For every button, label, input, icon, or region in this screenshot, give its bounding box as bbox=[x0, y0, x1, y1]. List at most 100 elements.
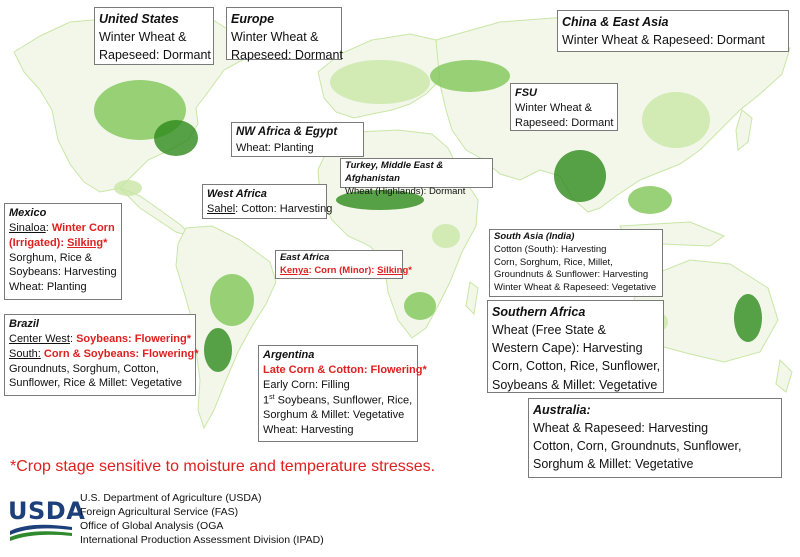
subregion-name: Kenya bbox=[280, 264, 309, 276]
crop-area-argentina bbox=[204, 328, 232, 372]
region-title: Brazil bbox=[9, 318, 39, 330]
region-title: Southern Africa bbox=[492, 305, 586, 319]
sensitive-stage-text: Winter Corn bbox=[51, 221, 115, 234]
sensitive-stage-text: Silking bbox=[67, 236, 104, 249]
region-line: Winter Wheat & Rapeseed: Dormant bbox=[562, 33, 765, 48]
agency-line: Office of Global Analysis (OGA bbox=[80, 519, 224, 532]
region-line: Rapeseed: Dormant bbox=[99, 48, 211, 63]
usda-logo-field-icon bbox=[10, 524, 72, 541]
agency-credits: U.S. Department of Agriculture (USDA) Fo… bbox=[80, 492, 324, 547]
region-line: Wheat: Harvesting bbox=[263, 423, 354, 436]
region-line: Corn, Sorghum, Rice, Millet, bbox=[494, 256, 613, 268]
sensitive-stage-text: Late Corn & Cotton: Flowering* bbox=[263, 363, 427, 376]
crop-area-india bbox=[554, 150, 606, 202]
region-title: United States bbox=[99, 12, 179, 26]
usda-logo-text: USDA bbox=[8, 497, 86, 525]
sensitive-stage-text: : Corn (Minor): bbox=[308, 264, 378, 276]
region-line-text: : bbox=[45, 221, 52, 234]
region-line: Groundnuts, Sorghum, Cotton, bbox=[9, 362, 159, 375]
region-box-mexico: Mexico Sinaloa: Winter Corn (Irrigated):… bbox=[4, 203, 122, 300]
region-line: Corn, Cotton, Rice, Sunflower, bbox=[492, 359, 661, 374]
japan-land bbox=[735, 109, 753, 151]
region-box-south-asia: South Asia (India) Cotton (South): Harve… bbox=[489, 229, 663, 297]
region-title: China & East Asia bbox=[562, 15, 669, 29]
region-title: FSU bbox=[515, 87, 537, 99]
region-line: Early Corn: Filling bbox=[263, 378, 350, 391]
region-box-australia: Australia: Wheat & Rapeseed: Harvesting … bbox=[528, 398, 782, 478]
subregion-name: Center West bbox=[9, 332, 70, 345]
region-line: Rapeseed: Dormant bbox=[231, 48, 343, 63]
region-line: Late Corn & Cotton: Flowering* bbox=[263, 363, 427, 378]
region-line: Wheat (Free State & bbox=[492, 323, 606, 338]
region-line: Sorghum & Millet: Vegetative bbox=[263, 409, 405, 422]
region-title: Europe bbox=[231, 12, 275, 26]
region-line: Cotton (South): Harvesting bbox=[494, 243, 607, 255]
sensitive-stage-text: (Irrigated): bbox=[9, 236, 68, 249]
region-line: Sinaloa: Winter Corn bbox=[9, 221, 117, 236]
region-line: Groundnuts & Sunflower: Harvesting bbox=[494, 269, 649, 281]
region-title: Mexico bbox=[9, 207, 47, 219]
subregion-name: Sahel bbox=[207, 202, 236, 215]
region-line: Sahel: Cotton: Harvesting bbox=[207, 202, 332, 217]
region-line: Wheat: Planting bbox=[236, 141, 314, 154]
sensitive-stage-text: * bbox=[408, 264, 412, 276]
region-line: Center West: Soybeans: Flowering* bbox=[9, 332, 191, 347]
region-line: 1st Soybeans, Sunflower, Rice, bbox=[263, 393, 413, 409]
region-title: South Asia (India) bbox=[494, 231, 575, 242]
region-line: Wheat & Rapeseed: Harvesting bbox=[533, 421, 709, 436]
region-line: Winter Wheat & bbox=[231, 30, 319, 45]
crop-area-china bbox=[642, 92, 710, 148]
region-line: (Irrigated): Silking* bbox=[9, 236, 117, 251]
region-line: Sunflower, Rice & Millet: Vegetative bbox=[9, 377, 183, 390]
crop-area-australia-east bbox=[734, 294, 762, 342]
sensitive-stage-text: Soybeans: Flowering* bbox=[76, 332, 191, 345]
region-line-text: : Cotton: Harvesting bbox=[235, 202, 333, 215]
region-line: Winter Wheat & Rapeseed: Vegetative bbox=[494, 282, 657, 294]
region-line: Western Cape): Harvesting bbox=[492, 341, 643, 356]
region-title: East Africa bbox=[280, 252, 330, 263]
agency-line: Foreign Agricultural Service (FAS) bbox=[80, 505, 239, 518]
ordinal-suffix: st bbox=[269, 393, 275, 401]
agency-line: International Production Assessment Divi… bbox=[80, 533, 324, 546]
crop-areas bbox=[94, 60, 762, 372]
region-line: Soybeans: Harvesting bbox=[9, 266, 117, 279]
crop-area-fsu bbox=[430, 60, 510, 92]
crop-area-us-east bbox=[154, 120, 198, 156]
region-line: Winter Wheat & bbox=[99, 30, 187, 45]
region-box-turkey: Turkey, Middle East & Afghanistan Wheat … bbox=[340, 158, 493, 197]
region-box-brazil: Brazil Center West: Soybeans: Flowering*… bbox=[4, 314, 199, 396]
crop-area-sahel bbox=[336, 190, 424, 210]
region-line: Soybeans & Millet: Vegetative bbox=[492, 377, 658, 392]
region-box-east-africa: East Africa Kenya: Corn (Minor): Silking… bbox=[275, 250, 412, 279]
sensitive-stage-text: Silking bbox=[377, 264, 409, 276]
region-title: West Africa bbox=[207, 188, 267, 200]
subregion-name: South: bbox=[9, 347, 41, 360]
ordinal-number: 1 bbox=[263, 394, 270, 407]
region-box-united-states: United States Winter Wheat & Rapeseed: D… bbox=[94, 7, 214, 65]
sensitive-stage-text: * bbox=[103, 236, 108, 249]
region-line: Wheat: Planting bbox=[9, 281, 87, 294]
region-box-argentina: Argentina Late Corn & Cotton: Flowering*… bbox=[258, 345, 427, 442]
region-line: Wheat (Highlands): Dormant bbox=[345, 185, 466, 197]
region-box-china: China & East Asia Winter Wheat & Rapesee… bbox=[557, 10, 789, 52]
south-america-land bbox=[175, 225, 277, 430]
crop-area-se-asia bbox=[628, 186, 672, 214]
region-title: Turkey, Middle East & Afghanistan bbox=[345, 160, 444, 184]
region-line: Kenya: Corn (Minor): Silking* bbox=[280, 264, 412, 278]
crop-area-mexico bbox=[114, 180, 142, 196]
region-title: Argentina bbox=[263, 349, 315, 361]
region-title: Australia: bbox=[533, 403, 591, 417]
madagascar-land bbox=[465, 281, 479, 316]
region-box-southern-africa: Southern Africa Wheat (Free State & West… bbox=[487, 300, 664, 393]
region-line: South: Corn & Soybeans: Flowering* bbox=[9, 347, 199, 362]
region-line-text: : bbox=[69, 332, 77, 345]
sensitive-stage-text: Corn & Soybeans: Flowering* bbox=[40, 347, 199, 360]
new-zealand-land bbox=[775, 358, 793, 393]
crop-area-east-africa bbox=[432, 224, 460, 248]
region-line: Rapeseed: Dormant bbox=[515, 116, 614, 129]
region-box-fsu: FSU Winter Wheat & Rapeseed: Dormant bbox=[510, 83, 618, 131]
usda-logo: USDA bbox=[8, 497, 85, 545]
region-line: Cotton, Corn, Groundnuts, Sunflower, bbox=[533, 439, 742, 454]
agency-line: U.S. Department of Agriculture (USDA) bbox=[80, 492, 262, 504]
crop-area-europe bbox=[330, 60, 430, 104]
